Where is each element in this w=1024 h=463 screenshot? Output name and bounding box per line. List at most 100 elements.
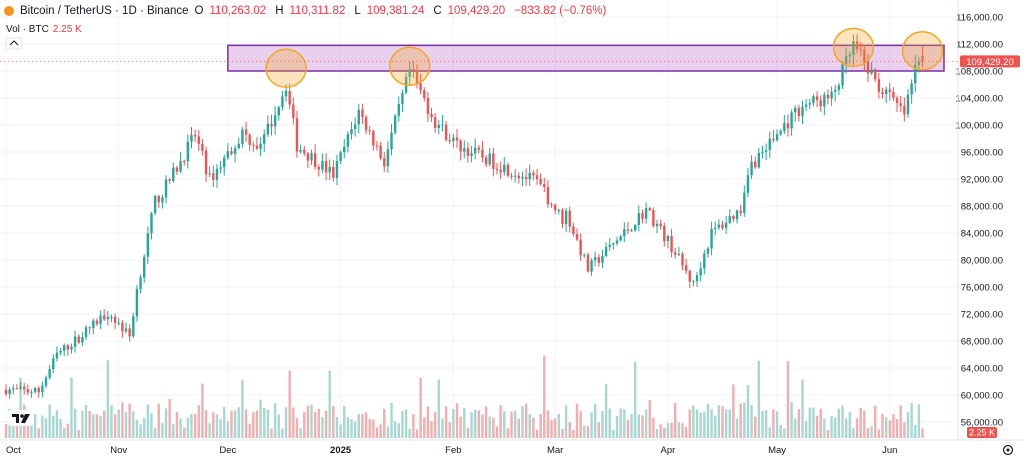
- logo-bg: [8, 410, 34, 426]
- candle-body: [703, 253, 706, 269]
- volume-bar: [830, 416, 833, 438]
- candle-body: [684, 265, 688, 271]
- candle-body: [143, 256, 146, 278]
- candle-body: [513, 175, 517, 177]
- collapse-legend-button[interactable]: [5, 37, 23, 50]
- candle-body: [281, 96, 284, 108]
- volume-bar: [339, 424, 342, 438]
- volume-bar: [455, 403, 459, 438]
- candle-body: [179, 160, 182, 172]
- volume-bar: [634, 361, 637, 438]
- volume-bar: [153, 427, 157, 438]
- volume-bar: [463, 407, 466, 438]
- candle-body: [623, 229, 626, 237]
- candle-body: [321, 161, 324, 170]
- highlight-circle: [832, 27, 875, 68]
- price-axis[interactable]: 116,000.00 112,000.00 108,000.00 104,000.00…: [955, 0, 1020, 440]
- volume-bar: [132, 411, 135, 438]
- candle-body: [259, 143, 262, 149]
- volume-bar: [564, 405, 568, 438]
- volume-bar: [310, 404, 313, 438]
- candle-body: [324, 161, 328, 173]
- volume-bar: [492, 417, 495, 438]
- volume-bar: [739, 403, 742, 438]
- volume-bars: [4, 355, 924, 438]
- candle-body: [433, 117, 437, 128]
- candle-body: [666, 235, 670, 241]
- volume-bar: [52, 415, 55, 438]
- volume-bar: [761, 410, 764, 438]
- candle-body: [852, 41, 855, 55]
- candle-body: [284, 90, 288, 97]
- candle-body: [241, 129, 244, 144]
- volume-bar: [383, 408, 386, 438]
- volume-bar: [197, 405, 200, 438]
- volume-bar: [826, 429, 830, 438]
- candle-body: [193, 134, 197, 137]
- candle-body: [197, 136, 200, 144]
- candle-body: [917, 61, 921, 65]
- candle-body: [583, 254, 586, 256]
- volume-bar: [361, 414, 364, 438]
- candle-body: [604, 246, 608, 257]
- volume-bar: [692, 405, 695, 438]
- candle-body: [634, 224, 637, 231]
- candle-body: [826, 94, 830, 99]
- candle-body: [183, 160, 186, 162]
- volume-bar: [837, 408, 841, 438]
- settings-gear-icon[interactable]: [1002, 444, 1014, 456]
- volume-bar: [735, 418, 739, 438]
- price-tick-label: 64,000.00: [961, 364, 1003, 375]
- candle-body: [539, 179, 542, 185]
- volume-bar: [772, 409, 775, 438]
- candle-body: [328, 166, 331, 173]
- high-value: 110,311.82: [289, 5, 346, 17]
- time-axis[interactable]: Oct Nov Dec 2025 Feb Mar Apr May Jun: [0, 439, 1024, 456]
- volume-bar: [844, 418, 848, 438]
- candle-body: [768, 138, 771, 151]
- candle-body: [444, 124, 448, 140]
- volume-bar: [888, 420, 891, 438]
- price-tick-label: 88,000.00: [961, 202, 1003, 213]
- volume-bar: [412, 414, 415, 438]
- volume-bar: [168, 399, 171, 438]
- candle-body: [714, 227, 717, 230]
- candle-body: [310, 153, 313, 161]
- candle-body: [663, 225, 666, 241]
- candle-body: [299, 149, 302, 152]
- volume-bar: [226, 421, 230, 438]
- volume-bar: [717, 405, 721, 438]
- highlight-circles[interactable]: [265, 27, 944, 89]
- candle-body: [415, 70, 419, 84]
- volume-bar: [659, 424, 662, 438]
- candle-body: [517, 175, 521, 179]
- last-price-label: 109,429.20: [966, 57, 1014, 68]
- candle-body: [41, 385, 44, 393]
- candle-body: [437, 124, 441, 128]
- resistance-zone[interactable]: [227, 44, 945, 72]
- candle-body: [361, 109, 364, 118]
- candle-body: [357, 109, 360, 125]
- candle-body: [459, 140, 462, 152]
- volume-bar: [754, 416, 757, 438]
- volume-bar: [721, 406, 724, 438]
- candle-body: [208, 173, 211, 175]
- volume-bar: [695, 409, 699, 438]
- volume-bar: [324, 411, 328, 438]
- volume-label[interactable]: Vol · BTC: [6, 24, 49, 35]
- candle-body: [659, 223, 662, 226]
- volume-bar: [884, 417, 888, 438]
- bitcoin-icon: [4, 6, 14, 16]
- candle-body: [233, 148, 237, 154]
- symbol-title[interactable]: Bitcoin / TetherUS · 1D · Binance: [20, 5, 189, 17]
- time-tick-label: 2025: [330, 445, 352, 456]
- volume-bar: [877, 429, 881, 438]
- volume-bar: [263, 407, 266, 438]
- candle-body: [561, 210, 564, 225]
- volume-bar: [921, 428, 924, 438]
- candle-body: [903, 105, 906, 115]
- candle-body: [477, 147, 481, 150]
- open-label: O: [194, 5, 204, 17]
